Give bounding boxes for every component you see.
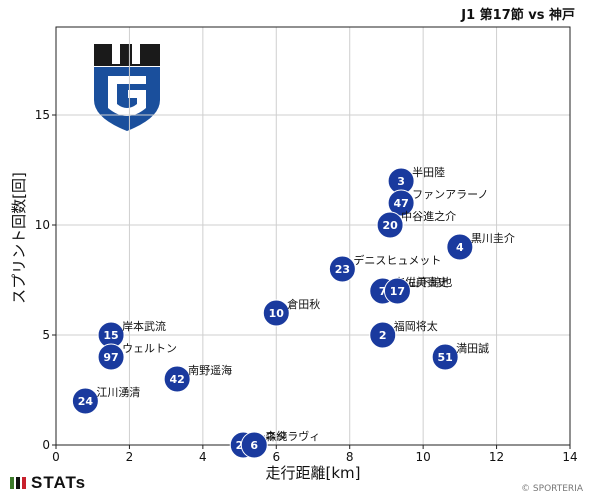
data-point-marker	[71, 387, 99, 415]
stats-bar-green	[10, 477, 14, 489]
x-tick-label: 0	[52, 450, 60, 464]
y-axis-label: スプリント回数[回]	[10, 172, 28, 304]
x-tick-label: 14	[562, 450, 577, 464]
data-point-marker	[376, 211, 404, 239]
crest-top-band	[94, 44, 160, 66]
data-point: 4 黒川圭介	[446, 232, 515, 261]
data-point: 3 半田陸	[387, 165, 445, 195]
chart-title: J1 第17節 vs 神戸	[461, 8, 575, 23]
data-point-number: 3	[397, 175, 405, 188]
data-point-label: 江川湧清	[96, 386, 140, 399]
data-point-marker	[262, 299, 290, 327]
x-tick-label: 4	[199, 450, 207, 464]
data-point-marker	[369, 321, 397, 349]
data-point-marker	[163, 365, 191, 393]
data-point-label: 満田誠	[456, 342, 489, 355]
stats-logo: STATs	[10, 473, 86, 493]
stats-bar-black	[16, 477, 20, 489]
copyright: © SPORTERIA	[521, 484, 583, 494]
x-tick-label: 12	[489, 450, 504, 464]
data-point-number: 7	[379, 285, 387, 298]
data-point: 6 ネタラヴィ	[240, 429, 320, 459]
data-point-number: 24	[78, 395, 94, 408]
x-tick-label: 2	[126, 450, 134, 464]
stats-mark-icon	[10, 477, 26, 489]
data-point-label: ウェルトン	[122, 342, 177, 355]
data-point-marker	[431, 343, 459, 371]
data-point-marker	[328, 255, 356, 283]
data-point-number: 20	[382, 219, 398, 232]
y-tick-label: 0	[42, 438, 50, 452]
brand-name: STATs	[31, 473, 87, 492]
y-tick-label: 10	[35, 218, 50, 232]
crest-stripe	[132, 44, 140, 64]
data-point-label: ファンアラーノ	[412, 188, 488, 201]
data-point-label: 半田陸	[412, 165, 445, 179]
data-point-number: 10	[269, 307, 285, 320]
data-point-label: 中谷進之介	[401, 209, 456, 223]
team-crest-logo	[94, 44, 160, 131]
x-axis-label: 走行距離[km]	[265, 464, 360, 482]
data-point-number: 42	[170, 373, 185, 386]
data-point-number: 6	[250, 439, 258, 452]
data-point-label: 南野遥海	[188, 363, 232, 377]
data-point-marker	[97, 343, 125, 371]
data-point-label: 黒川圭介	[471, 232, 515, 245]
y-tick-label: 5	[42, 328, 50, 342]
data-point: 97 ウェルトン	[97, 342, 177, 371]
data-point-label: 山下諒也	[408, 275, 452, 289]
data-point-label: デニスヒュメット	[353, 253, 441, 267]
data-point-label: 福岡将太	[394, 319, 438, 333]
data-point-marker	[383, 277, 411, 305]
data-point: 47 ファンアラーノ	[387, 188, 488, 217]
y-tick-label: 15	[35, 108, 50, 122]
data-point-marker	[240, 431, 268, 459]
data-point-number: 4	[456, 241, 464, 254]
x-tick-label: 10	[416, 450, 431, 464]
data-point-marker	[387, 189, 415, 217]
data-point: 2 福岡将太	[369, 319, 438, 349]
data-point-number: 2	[379, 329, 387, 342]
plot-frame	[55, 26, 571, 446]
data-point-number: 47	[393, 197, 408, 210]
x-tick-label: 8	[346, 450, 354, 464]
data-point-number: 15	[103, 329, 118, 342]
data-point-number: 23	[335, 263, 350, 276]
crest-letter-g	[108, 76, 146, 116]
data-point-label: 岸本武流	[122, 319, 166, 333]
data-point-number: 17	[390, 285, 405, 298]
data-point-number: 51	[438, 351, 453, 364]
data-points: 3半田陸47ファンアラーノ20中谷進之介4黒川圭介23デニスヒュメット7宇佐美貴…	[71, 165, 515, 459]
data-point-label: 倉田秋	[287, 297, 320, 311]
data-point-number: 97	[103, 351, 118, 364]
data-point-label: ネタラヴィ	[265, 429, 320, 443]
data-point-marker	[446, 233, 474, 261]
stats-bar-red	[22, 477, 26, 489]
crest-stripe	[112, 44, 120, 64]
x-tick-label: 6	[272, 450, 280, 464]
